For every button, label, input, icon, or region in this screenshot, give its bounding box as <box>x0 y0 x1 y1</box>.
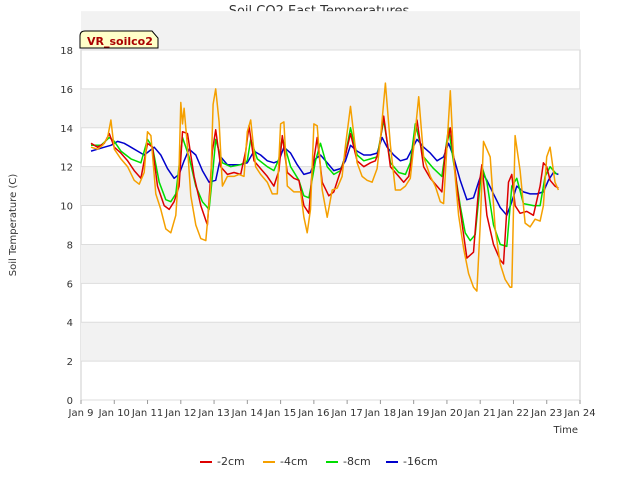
x-tick-label: Jan 21 <box>464 408 496 419</box>
x-axis-label: Time <box>553 425 578 436</box>
x-tick-label: Jan 22 <box>497 408 529 419</box>
y-tick-label: 8 <box>67 240 73 251</box>
x-tick-label: Jan 9 <box>68 408 94 419</box>
x-axis-ticks: Jan 9 Jan 10 Jan 11 Jan 12 Jan 13 Jan 14 Jan 1… <box>68 400 596 419</box>
station-badge: VR_soilco2 <box>79 30 159 49</box>
x-tick-label: Jan 13 <box>197 408 229 419</box>
plot-band <box>81 88 580 128</box>
x-tick-label: Jan 24 <box>563 408 595 419</box>
y-axis-label: Soil Temperature (C) <box>8 174 19 277</box>
y-axis-ticks: 0 2 4 6 8 10 12 14 16 18 <box>60 46 73 407</box>
x-tick-label: Jan 23 <box>530 408 562 419</box>
y-tick-label: 0 <box>67 396 73 407</box>
y-tick-label: 6 <box>67 279 73 290</box>
y-tick-label: 4 <box>67 318 73 329</box>
station-badge-label: VR_soilco2 <box>87 35 153 48</box>
x-tick-label: Jan 10 <box>98 408 130 419</box>
x-tick-label: Jan 15 <box>264 408 296 419</box>
legend-label: -16cm <box>403 455 438 468</box>
x-tick-label: Jan 20 <box>430 408 462 419</box>
x-tick-label: Jan 17 <box>330 408 362 419</box>
legend-label: -4cm <box>280 455 308 468</box>
y-tick-label: 12 <box>60 163 73 174</box>
y-tick-label: 18 <box>60 46 73 57</box>
y-tick-label: 2 <box>67 357 73 368</box>
x-tick-label: Jan 11 <box>131 408 163 419</box>
series-lines <box>90 82 560 292</box>
x-tick-label: Jan 19 <box>397 408 429 419</box>
y-tick-label: 16 <box>60 85 73 96</box>
legend-label: -2cm <box>217 455 245 468</box>
series-line <box>90 82 560 292</box>
y-tick-label: 14 <box>60 124 73 135</box>
x-tick-label: Jan 16 <box>297 408 329 419</box>
x-tick-label: Jan 12 <box>164 408 196 419</box>
plot-band <box>81 11 580 50</box>
legend-label: -8cm <box>343 455 371 468</box>
x-tick-label: Jan 14 <box>231 408 263 419</box>
plot-band <box>81 322 580 362</box>
x-tick-label: Jan 18 <box>364 408 396 419</box>
y-tick-label: 10 <box>60 202 73 213</box>
legend: -2cm -4cm -8cm -16cm <box>200 455 438 468</box>
